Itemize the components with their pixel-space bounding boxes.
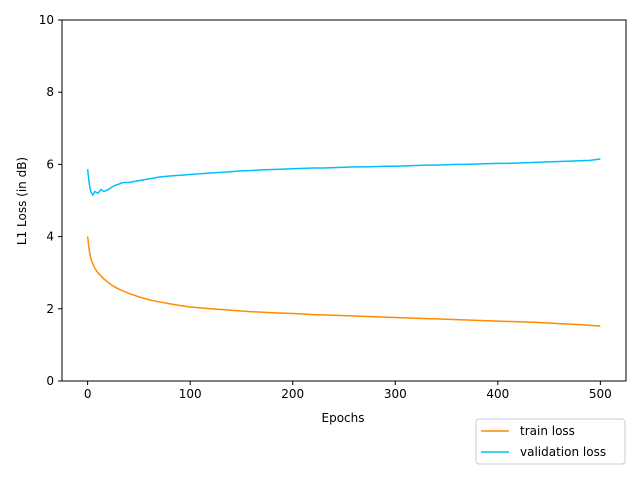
- x-tick-label: 500: [589, 387, 612, 401]
- series-line-train-loss: [86, 236, 601, 327]
- legend: train loss validation loss: [475, 418, 626, 465]
- y-axis: 0 2 4 6 8 10: [39, 13, 62, 388]
- y-tick-label: 8: [46, 85, 54, 99]
- legend-label: validation loss: [520, 445, 606, 459]
- legend-box: [475, 418, 626, 465]
- x-tick-label: 0: [84, 387, 92, 401]
- x-tick-label: 400: [486, 387, 509, 401]
- y-tick-label: 6: [46, 157, 54, 171]
- y-tick-label: 4: [46, 230, 54, 244]
- series-line-validation-loss: [86, 158, 601, 196]
- x-tick-label: 300: [384, 387, 407, 401]
- y-tick-label: 0: [46, 374, 54, 388]
- y-tick-label: 2: [46, 302, 54, 316]
- x-tick-label: 200: [281, 387, 304, 401]
- plot-area: [61, 19, 627, 382]
- y-tick-label: 10: [39, 13, 54, 27]
- plot-frame: [61, 19, 627, 382]
- x-tick-label: 100: [179, 387, 202, 401]
- x-axis: 0 100 200 300 400 500: [84, 381, 612, 401]
- x-axis-label: Epochs: [322, 411, 365, 425]
- y-axis-label: L1 Loss (in dB): [15, 157, 29, 245]
- legend-label: train loss: [520, 424, 575, 438]
